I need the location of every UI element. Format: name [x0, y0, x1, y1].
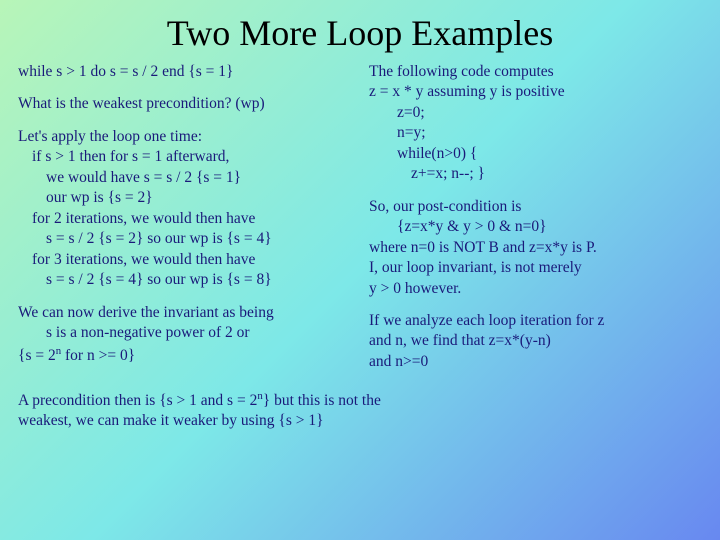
left-p3b: if s > 1 then for s = 1 afterward,: [18, 148, 229, 165]
left-p4c-pre: {s = 2: [18, 347, 56, 364]
left-p4b: s is a non-negative power of 2 or: [18, 324, 250, 341]
left-p3g: for 3 iterations, we would then have: [18, 251, 255, 268]
right-p3c: and n>=0: [369, 353, 428, 370]
right-p3a: If we analyze each loop iteration for z: [369, 312, 604, 329]
slide-title: Two More Loop Examples: [18, 12, 702, 54]
footer-text: A precondition then is {s > 1 and s = 2n…: [18, 388, 702, 431]
left-p4c: {s = 2n for n >= 0}: [18, 347, 135, 364]
left-p3h: s = s / 2 {s = 4} so our wp is {s = 8}: [18, 271, 272, 288]
right-p1: The following code computes z = x * y as…: [369, 62, 702, 185]
right-p2c: where n=0 is NOT B and z=x*y is P.: [369, 239, 597, 256]
right-column: The following code computes z = x * y as…: [369, 62, 702, 384]
right-p2e: y > 0 however.: [369, 280, 461, 297]
left-p4c-post: for n >= 0}: [61, 347, 135, 364]
right-p1c: z=0;: [369, 104, 425, 121]
right-p2: So, our post-condition is {z=x*y & y > 0…: [369, 197, 702, 299]
left-p3: Let's apply the loop one time: if s > 1 …: [18, 127, 351, 291]
left-p1: while s > 1 do s = s / 2 end {s = 1}: [18, 62, 351, 82]
left-p3d: our wp is {s = 2}: [18, 189, 153, 206]
left-p2: What is the weakest precondition? (wp): [18, 94, 351, 114]
footer-b: weakest, we can make it weaker by using …: [18, 412, 324, 429]
left-p3f: s = s / 2 {s = 2} so our wp is {s = 4}: [18, 230, 272, 247]
right-p2b: {z=x*y & y > 0 & n=0}: [369, 218, 547, 235]
footer-a: A precondition then is {s > 1 and s = 2n…: [18, 392, 381, 409]
right-p2a: So, our post-condition is: [369, 198, 521, 215]
right-p1f: z+=x; n--; }: [369, 165, 485, 182]
footer-a-pre: A precondition then is {s > 1 and s = 2: [18, 392, 257, 409]
right-p1a: The following code computes: [369, 63, 554, 80]
left-column: while s > 1 do s = s / 2 end {s = 1} Wha…: [18, 62, 351, 384]
left-p4a: We can now derive the invariant as being: [18, 304, 274, 321]
left-p3c: we would have s = s / 2 {s = 1}: [18, 169, 241, 186]
right-p1e: while(n>0) {: [369, 145, 477, 162]
footer-a-post: } but this is not the: [263, 392, 381, 409]
left-p3e: for 2 iterations, we would then have: [18, 210, 255, 227]
right-p3: If we analyze each loop iteration for z …: [369, 311, 702, 372]
right-p1b: z = x * y assuming y is positive: [369, 83, 565, 100]
right-p2d: I, our loop invariant, is not merely: [369, 259, 582, 276]
right-p3b: and n, we find that z=x*(y-n): [369, 332, 551, 349]
right-p1d: n=y;: [369, 124, 426, 141]
left-p4: We can now derive the invariant as being…: [18, 303, 351, 367]
content-columns: while s > 1 do s = s / 2 end {s = 1} Wha…: [18, 62, 702, 384]
left-p3a: Let's apply the loop one time:: [18, 128, 202, 145]
